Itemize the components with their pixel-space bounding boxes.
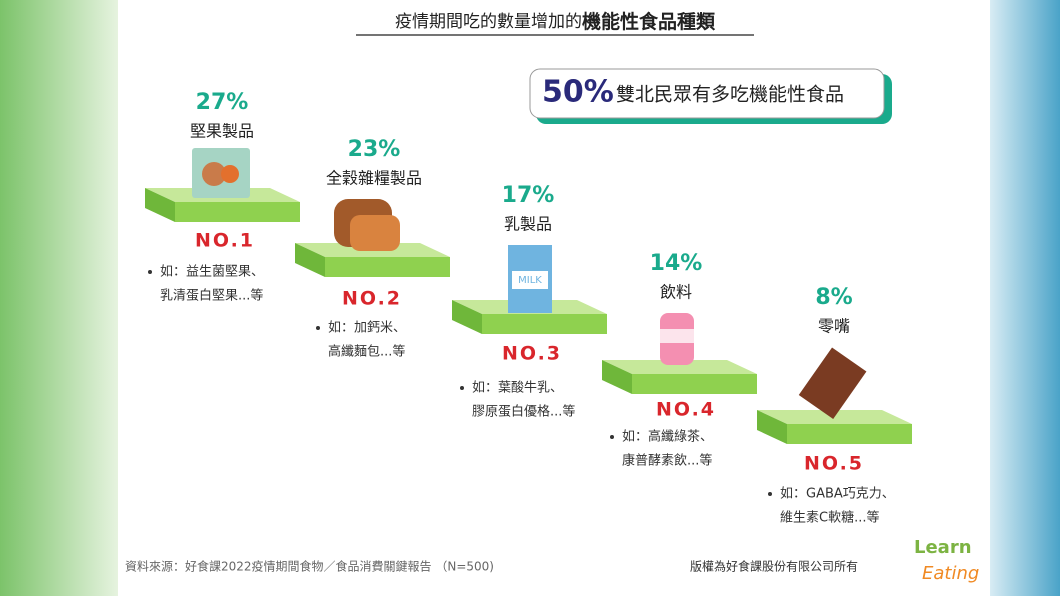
logo-learn: Learn [914,537,972,558]
step-front [175,202,300,222]
percent: 17% [502,183,555,208]
step-side [145,188,175,222]
icon-text: MILK [518,275,542,286]
icon-milk-label [512,271,548,289]
rank: NO.5 [804,453,864,475]
footer-source: 資料來源：好食課2022疫情期間食物／食品消費關鍵報告 （N=500) [125,559,494,574]
step-side [602,360,632,394]
example: 如：GABA巧克力、 [780,486,895,502]
item-name: 飲料 [660,283,692,302]
percent: 8% [815,285,852,310]
icon-nut [221,165,239,183]
bullet [316,326,320,330]
example: 乳清蛋白堅果...等 [160,288,263,304]
items: 27% 堅果製品 NO.1 如：益生菌堅果、乳清蛋白堅果...等 23% 全穀雜糧製品 NO… [145,90,912,526]
example: 維生素C軟糖...等 [780,510,879,526]
logo-eating: Eating [922,563,979,584]
item-name: 全穀雜糧製品 [326,169,422,188]
rank: NO.3 [502,343,562,365]
item-name: 堅果製品 [190,122,254,141]
rank: NO.1 [195,230,255,252]
step-side [757,410,787,444]
bullet [610,435,614,439]
title: 疫情期間吃的數量增加的機能性食品種類 [395,10,716,33]
rank: NO.2 [342,288,402,310]
example: 如：加鈣米、 [328,320,406,336]
icon-bread [350,215,400,251]
bullet [460,386,464,390]
example: 高纖麵包...等 [328,344,405,360]
percent: 23% [348,137,401,162]
side-blur [0,0,118,596]
example: 如：高纖綠茶、 [622,429,713,445]
example: 如：葉酸牛乳、 [472,380,563,396]
badge-text: 雙北民眾有多吃機能性食品 [616,84,844,106]
rank: NO.4 [656,399,716,421]
step-front [787,424,912,444]
icon-nut [202,162,226,186]
footer-copyright: 版權為好食課股份有限公司所有 [690,559,858,574]
step-top [602,360,757,374]
example: 如：益生菌堅果、 [160,264,264,280]
step-side [452,300,482,334]
item-name: 零嘴 [818,317,850,336]
title-emphasis: 機能性食品種類 [582,10,716,33]
bullet [768,492,772,496]
icon-can-band [660,329,694,343]
percent: 27% [196,90,249,115]
side-blur [990,0,1060,596]
step-front [325,257,450,277]
item-name: 乳製品 [504,215,552,234]
example: 康普酵素飲...等 [622,453,712,469]
badge [529,68,885,119]
percent: 14% [650,251,703,276]
bullet [148,270,152,274]
step-side [295,243,325,277]
badge-percent: 50% [542,75,614,110]
step-front [482,314,607,334]
step-front [632,374,757,394]
icon-chocolate [798,347,867,420]
example: 膠原蛋白優格...等 [472,404,575,420]
title-lead: 疫情期間吃的數量增加的 [395,12,582,32]
